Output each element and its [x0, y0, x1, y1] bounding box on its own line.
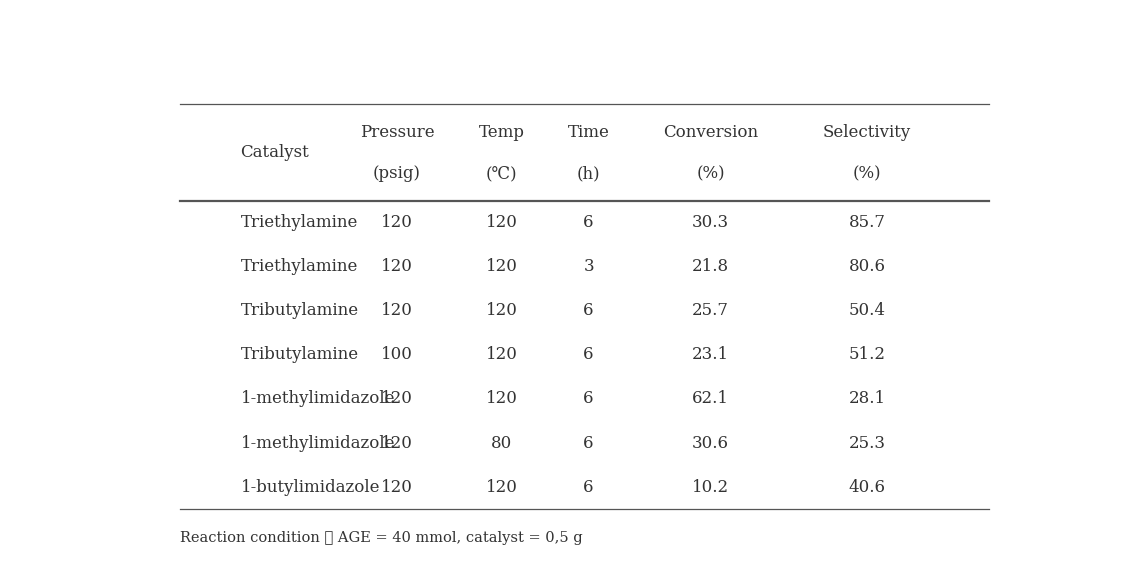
Text: Temp: Temp — [478, 125, 524, 141]
Text: Catalyst: Catalyst — [240, 144, 309, 161]
Text: 6: 6 — [583, 391, 594, 407]
Text: 120: 120 — [381, 391, 413, 407]
Text: 1-butylimidazole: 1-butylimidazole — [240, 479, 380, 495]
Text: (%): (%) — [696, 165, 724, 182]
Text: 62.1: 62.1 — [692, 391, 729, 407]
Text: 1-methylimidazole: 1-methylimidazole — [240, 435, 395, 451]
Text: 120: 120 — [381, 303, 413, 319]
Text: 25.7: 25.7 — [692, 303, 729, 319]
Text: 23.1: 23.1 — [692, 347, 729, 363]
Text: 80.6: 80.6 — [849, 259, 886, 275]
Text: 1-methylimidazole: 1-methylimidazole — [240, 391, 395, 407]
Text: 6: 6 — [583, 303, 594, 319]
Text: 120: 120 — [485, 214, 518, 231]
Text: 6: 6 — [583, 214, 594, 231]
Text: 6: 6 — [583, 479, 594, 495]
Text: 120: 120 — [381, 479, 413, 495]
Text: 28.1: 28.1 — [849, 391, 886, 407]
Text: 120: 120 — [485, 347, 518, 363]
Text: 120: 120 — [381, 214, 413, 231]
Text: 120: 120 — [485, 479, 518, 495]
Text: Selectivity: Selectivity — [823, 125, 911, 141]
Text: (psig): (psig) — [373, 165, 421, 182]
Text: 80: 80 — [491, 435, 512, 451]
Text: 3: 3 — [583, 259, 594, 275]
Text: (%): (%) — [852, 165, 882, 182]
Text: 120: 120 — [485, 391, 518, 407]
Text: 40.6: 40.6 — [849, 479, 886, 495]
Text: 51.2: 51.2 — [849, 347, 886, 363]
Text: Time: Time — [567, 125, 610, 141]
Text: 120: 120 — [485, 259, 518, 275]
Text: 85.7: 85.7 — [849, 214, 886, 231]
Text: 21.8: 21.8 — [692, 259, 729, 275]
Text: Tributylamine: Tributylamine — [240, 303, 358, 319]
Text: Triethylamine: Triethylamine — [240, 214, 358, 231]
Text: 10.2: 10.2 — [692, 479, 729, 495]
Text: 120: 120 — [485, 303, 518, 319]
Text: 6: 6 — [583, 435, 594, 451]
Text: Triethylamine: Triethylamine — [240, 259, 358, 275]
Text: 25.3: 25.3 — [849, 435, 886, 451]
Text: 30.6: 30.6 — [692, 435, 729, 451]
Text: Reaction condition ： AGE = 40 mmol, catalyst = 0,5 g: Reaction condition ： AGE = 40 mmol, cata… — [180, 531, 582, 545]
Text: Tributylamine: Tributylamine — [240, 347, 358, 363]
Text: Conversion: Conversion — [663, 125, 758, 141]
Text: (℃): (℃) — [486, 165, 518, 182]
Text: Pressure: Pressure — [359, 125, 435, 141]
Text: 120: 120 — [381, 435, 413, 451]
Text: (h): (h) — [577, 165, 601, 182]
Text: 6: 6 — [583, 347, 594, 363]
Text: 50.4: 50.4 — [849, 303, 886, 319]
Text: 100: 100 — [381, 347, 413, 363]
Text: 30.3: 30.3 — [692, 214, 729, 231]
Text: 120: 120 — [381, 259, 413, 275]
